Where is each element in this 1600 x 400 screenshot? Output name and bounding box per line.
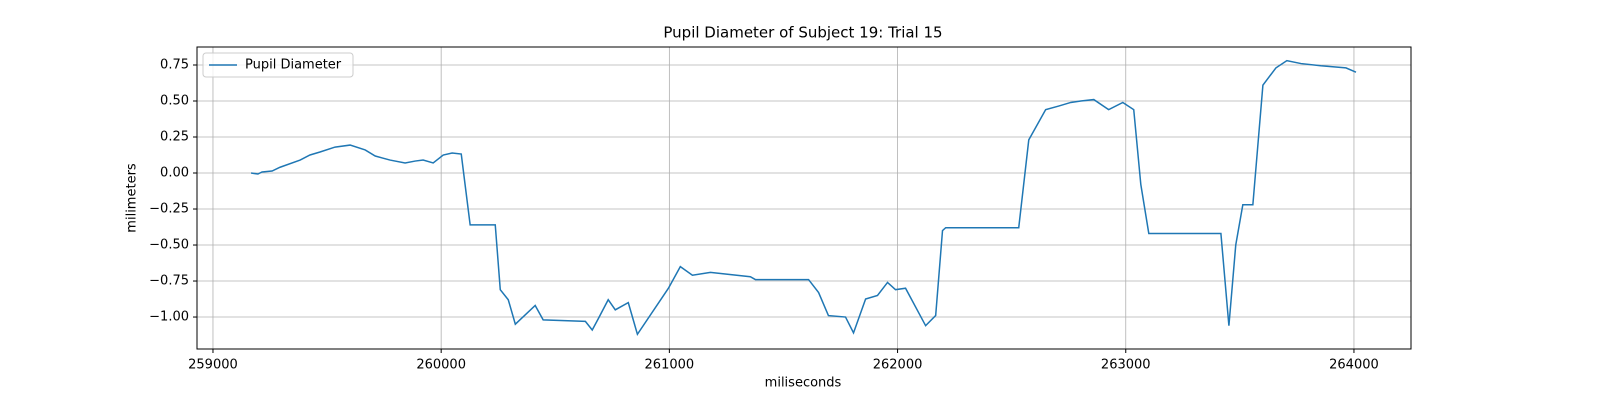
plot-frame <box>196 46 1412 350</box>
y-tick-label: −1.00 <box>149 310 189 325</box>
y-tick-label: 0.75 <box>160 58 189 73</box>
chart-title: Pupil Diameter of Subject 19: Trial 15 <box>663 24 942 42</box>
x-tick-label: 263000 <box>1101 358 1151 373</box>
y-tick-label: 0.00 <box>160 166 189 181</box>
x-axis-label: miliseconds <box>765 376 842 391</box>
y-tick-label: −0.75 <box>149 274 189 289</box>
y-axis-label: milimeters <box>125 163 140 233</box>
data-line <box>250 59 1357 337</box>
x-tick-label: 260000 <box>416 358 466 373</box>
x-tick-label: 261000 <box>645 358 695 373</box>
y-tick-label: 0.25 <box>160 130 189 145</box>
x-tick-label: 259000 <box>188 358 238 373</box>
y-tick-label: 0.50 <box>160 94 189 109</box>
x-tick-label: 264000 <box>1329 358 1379 373</box>
y-tick-label: −0.50 <box>149 238 189 253</box>
legend-box <box>202 52 354 78</box>
y-tick-label: −0.25 <box>149 202 189 217</box>
legend-label: Pupil Diameter <box>245 58 342 73</box>
x-tick-label: 262000 <box>873 358 923 373</box>
